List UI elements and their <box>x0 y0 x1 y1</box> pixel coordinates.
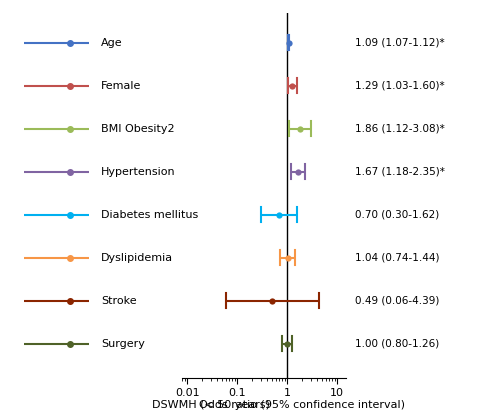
Text: 1.86 (1.12-3.08)*: 1.86 (1.12-3.08)* <box>355 123 445 134</box>
Text: Diabetes mellitus: Diabetes mellitus <box>101 210 198 220</box>
Text: 1.29 (1.03-1.60)*: 1.29 (1.03-1.60)* <box>355 81 445 91</box>
Text: Stroke: Stroke <box>101 296 136 306</box>
Text: Surgery: Surgery <box>101 339 144 349</box>
Text: 1.09 (1.07-1.12)*: 1.09 (1.07-1.12)* <box>355 38 445 48</box>
Text: DSWMH (< 50 years): DSWMH (< 50 years) <box>152 399 270 409</box>
Text: BMI Obesity2: BMI Obesity2 <box>101 123 174 134</box>
Text: 1.00 (0.80-1.26): 1.00 (0.80-1.26) <box>355 339 440 349</box>
Text: Female: Female <box>101 81 141 91</box>
Text: Age: Age <box>101 38 122 48</box>
Text: 0.49 (0.06-4.39): 0.49 (0.06-4.39) <box>355 296 440 306</box>
Text: Dyslipidemia: Dyslipidemia <box>101 253 173 262</box>
Text: 1.67 (1.18-2.35)*: 1.67 (1.18-2.35)* <box>355 167 445 177</box>
Text: 0.70 (0.30-1.62): 0.70 (0.30-1.62) <box>355 210 440 220</box>
Text: Hypertension: Hypertension <box>101 167 175 177</box>
Text: Odds ratio (95% confidence interval): Odds ratio (95% confidence interval) <box>199 399 406 409</box>
Text: 1.04 (0.74-1.44): 1.04 (0.74-1.44) <box>355 253 440 262</box>
